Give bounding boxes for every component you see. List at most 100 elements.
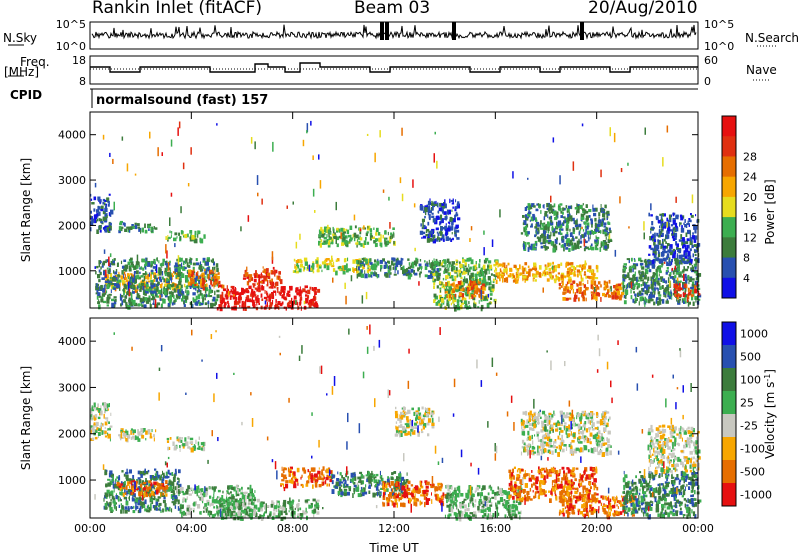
power-cell — [646, 287, 648, 292]
power-cell — [441, 285, 444, 289]
nsky-spike — [380, 22, 384, 40]
power-cell — [583, 212, 586, 216]
power-cell — [259, 281, 263, 284]
power-cell — [187, 272, 191, 278]
power-cell — [605, 212, 608, 215]
power-cell — [532, 277, 534, 282]
power-speck — [663, 261, 666, 264]
power-cell — [118, 226, 122, 231]
power-cell — [538, 237, 542, 242]
power-cell — [303, 266, 305, 269]
power-cell — [453, 218, 456, 223]
velocity-cell — [113, 487, 115, 493]
power-cell — [127, 261, 131, 266]
power-cell — [681, 275, 685, 278]
power-cell — [181, 291, 185, 296]
power-cell — [173, 237, 177, 242]
velocity-cell — [216, 505, 218, 509]
power-cell — [430, 273, 434, 279]
power-cell — [625, 293, 627, 296]
power-cell — [314, 296, 317, 300]
velocity-cell — [105, 506, 108, 510]
power-cell — [369, 228, 373, 233]
velocity-cell — [115, 493, 117, 496]
power-speck — [318, 154, 320, 160]
power-cell — [529, 245, 533, 250]
power-cell — [640, 259, 643, 263]
power-cell — [213, 285, 215, 289]
power-cell — [446, 299, 449, 304]
power-cell — [199, 237, 202, 243]
power-cell — [658, 219, 661, 224]
power-cell — [204, 297, 206, 301]
velocity-cell — [109, 425, 113, 428]
power-cell — [660, 231, 663, 235]
power-cell — [156, 295, 159, 298]
velocity-cell — [128, 469, 132, 474]
power-cell — [550, 208, 554, 214]
power-cell — [462, 287, 465, 292]
power-speck — [401, 193, 404, 202]
power-cell — [253, 273, 256, 276]
velocity-cell — [105, 496, 108, 499]
power-speck — [105, 269, 107, 277]
power-speck — [250, 137, 253, 144]
velocity-cell — [189, 441, 194, 445]
power-cell — [577, 273, 579, 278]
power-speck — [676, 277, 679, 282]
power-cell — [468, 283, 470, 287]
power-cell — [472, 285, 474, 290]
power-cell — [307, 302, 310, 305]
power-cell — [170, 277, 172, 281]
power-cell — [209, 269, 213, 273]
power-cell — [369, 258, 372, 262]
velocity-cell — [153, 478, 156, 481]
velocity-cell — [182, 513, 184, 519]
power-cell — [148, 228, 150, 231]
power-cell — [158, 272, 162, 276]
velocity-cell — [230, 486, 235, 490]
power-cell — [241, 300, 244, 304]
power-cell — [109, 214, 112, 217]
velocity-cell — [103, 413, 105, 419]
power-cell — [197, 230, 200, 235]
power-cell — [689, 248, 692, 252]
power-cell — [323, 260, 327, 265]
power-cell — [674, 233, 678, 238]
power-cell — [336, 258, 340, 262]
power-cell — [216, 282, 219, 287]
power-cell — [384, 230, 387, 235]
velocity-cell — [148, 480, 152, 484]
power-speck — [628, 226, 630, 229]
power-cell — [624, 289, 629, 295]
power-cell — [300, 263, 303, 268]
power-cell — [254, 294, 257, 297]
power-cell — [597, 281, 601, 285]
power-cell — [183, 304, 186, 307]
power-cell — [636, 279, 638, 283]
velocity-cell — [180, 504, 184, 510]
velocity-cell — [186, 496, 188, 501]
velocity-cell — [167, 469, 170, 475]
power-cell — [660, 279, 663, 282]
power-cell — [185, 295, 189, 300]
power-cell — [214, 269, 216, 274]
velocity-cell — [126, 481, 130, 486]
power-cell — [312, 303, 314, 307]
power-cell — [263, 296, 268, 300]
power-cell — [683, 260, 687, 265]
power-cell — [552, 248, 556, 253]
power-cell — [309, 286, 312, 290]
power-cell — [266, 268, 269, 272]
power-cell — [657, 300, 660, 306]
power-cell — [256, 302, 258, 306]
power-cell — [653, 251, 656, 255]
power-cell — [153, 226, 155, 229]
velocity-cell — [194, 446, 196, 450]
velocity-cell — [249, 488, 253, 493]
power-cell — [547, 241, 551, 245]
velocity-cell — [104, 408, 106, 414]
power-cell — [641, 287, 644, 291]
power-cell — [558, 242, 561, 246]
power-cell — [343, 258, 346, 263]
